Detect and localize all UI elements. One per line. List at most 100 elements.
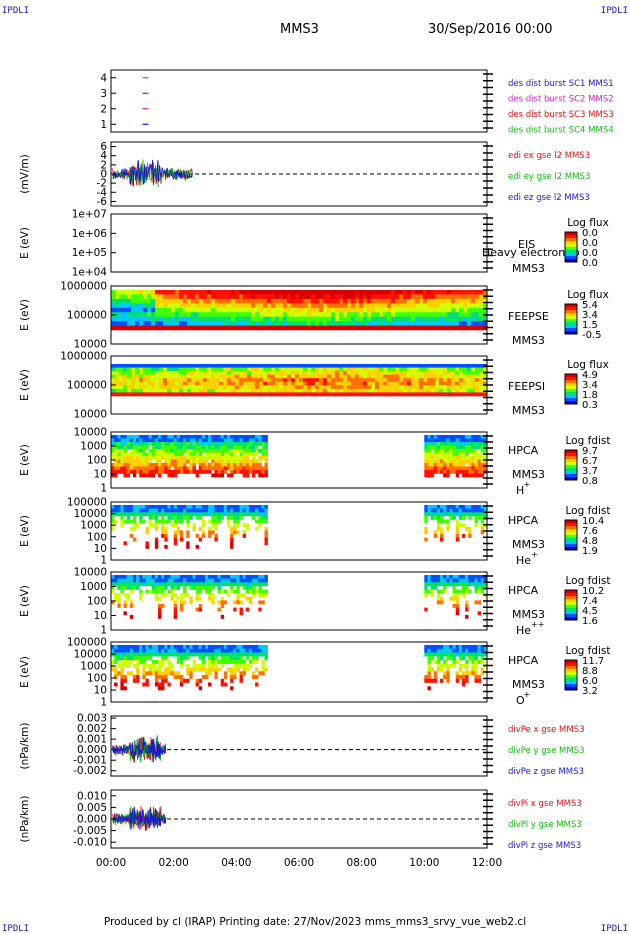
- colorbar-segment: [565, 548, 577, 551]
- colorbar-frame: [564, 589, 578, 621]
- colorbar-segment: [565, 602, 577, 604]
- colorbar-segment: [565, 316, 577, 318]
- spectrogram-hpca_o: [111, 645, 488, 691]
- colorbar-segment: [565, 451, 577, 454]
- colorbar-segment: [565, 453, 577, 455]
- colorbar-tick: 11.7: [582, 656, 604, 667]
- colorbar-segment: [565, 398, 577, 400]
- colorbar-segment: [565, 383, 577, 385]
- x-tick-label: 08:00: [347, 857, 377, 869]
- colorbar-title: Log fdist: [566, 575, 611, 587]
- colorbar-segment: [565, 615, 577, 618]
- spacecraft-label: MMS3: [512, 678, 545, 691]
- colorbar-segment: [565, 259, 577, 261]
- colorbar-segment: [565, 661, 577, 664]
- colorbar-segment: [565, 472, 577, 475]
- colorbar-segment: [565, 320, 577, 323]
- colorbar-tick: 6.0: [582, 676, 598, 687]
- y-tick-label: 3: [100, 88, 107, 100]
- y-tick-label: 10000: [74, 427, 107, 439]
- colorbar-segment: [565, 530, 577, 533]
- colorbar-tick: 8.8: [582, 666, 598, 677]
- colorbar-frame: [564, 373, 578, 405]
- y-tick-label: 1: [100, 697, 107, 709]
- y-tick-label: 4: [100, 72, 107, 84]
- panel-eis: 1e+07 1e+06 1e+05 1e+04 E (eV) EIS MMS3 Heavy e…: [19, 209, 609, 279]
- instrument-label: EIS: [518, 238, 535, 251]
- colorbar-segment: [565, 469, 577, 472]
- y-axis-label: E (eV): [19, 444, 31, 476]
- colorbar-segment: [565, 478, 577, 481]
- y-tick-label: -0.005: [73, 825, 107, 837]
- colorbar-segment: [565, 332, 577, 335]
- y-tick-label: 1e+07: [72, 209, 107, 221]
- y-tick-label: 10: [94, 685, 107, 697]
- colorbar-tick: 4.5: [582, 606, 598, 617]
- colorbar-segment: [565, 395, 577, 397]
- colorbar-tick: 3.2: [582, 686, 598, 697]
- spacecraft-label: MMS3: [512, 538, 545, 551]
- colorbar-segment: [565, 684, 577, 686]
- colorbar-segment: [565, 307, 577, 309]
- spacecraft-label: MMS3: [512, 262, 545, 275]
- colorbar-tick: 7.4: [582, 596, 598, 607]
- species-label: O: [516, 694, 525, 707]
- colorbar-segment: [565, 669, 577, 671]
- y-tick-label: 100000: [67, 310, 107, 322]
- colorbar-segment: [565, 614, 577, 616]
- y-tick-label: 10000: [74, 339, 107, 351]
- panel-feeps_i: 1000000 100000 10000 E (eV) FEEPSI MMS3 Log fl…: [19, 351, 609, 421]
- colorbar-segment: [565, 475, 577, 478]
- colorbar-segment: [565, 545, 577, 548]
- colorbar-segment: [565, 538, 577, 540]
- x-axis: 00:00 02:00 04:00 06:00 08:00 10:00 12:00: [96, 857, 502, 869]
- colorbar-segment: [565, 239, 577, 242]
- y-tick-label: 10000: [74, 508, 107, 520]
- colorbar-tick: 6.7: [582, 456, 598, 467]
- y-tick-label: 10: [94, 543, 107, 555]
- colorbar-segment: [565, 310, 577, 312]
- legend-entry-3: des dist burst SC4 MMS4: [508, 126, 614, 136]
- colorbar-segment: [565, 594, 577, 597]
- corner-label-bottom-left: IPDLI: [2, 924, 30, 934]
- y-tick-label: 1e+06: [72, 228, 108, 240]
- colorbar-title: Log fdist: [566, 645, 611, 657]
- species-label: H: [516, 484, 524, 497]
- colorbar-segment: [565, 532, 577, 534]
- charge-label: +: [524, 480, 531, 489]
- y-tick-label: 0.003: [77, 713, 107, 725]
- colorbar-segment: [565, 326, 577, 329]
- date-title: 30/Sep/2016 00:00: [428, 22, 553, 37]
- colorbar-segment: [565, 236, 577, 239]
- colorbar-segment: [565, 670, 577, 673]
- colorbar-segment: [565, 524, 577, 527]
- colorbar-tick: 5.4: [582, 300, 598, 311]
- y-axis-label: (mV/m): [19, 154, 31, 193]
- colorbar-segment: [565, 664, 577, 667]
- y-tick-label: 100: [87, 596, 107, 608]
- y-tick-label: -6: [97, 196, 108, 208]
- colorbar-tick: 4.9: [582, 370, 598, 381]
- colorbar-segment: [565, 389, 577, 391]
- y-tick-label: 1e+04: [72, 267, 108, 279]
- y-axis-label: E (eV): [19, 656, 31, 688]
- colorbar-segment: [565, 393, 577, 396]
- y-tick-label: 100: [87, 455, 107, 467]
- y-tick-label: 1000: [80, 581, 107, 593]
- legend-entry-0: edi ex gse l2 MMS3: [508, 151, 590, 161]
- spectrogram-feeps_i: [111, 364, 488, 397]
- colorbar-segment: [565, 617, 577, 619]
- panel-feeps_e: 1000000 100000 10000 E (eV) FEEPSE MMS3 Log fl…: [19, 281, 609, 351]
- colorbar-segment: [565, 380, 577, 382]
- colorbar-segment: [565, 591, 577, 594]
- colorbar-segment: [565, 381, 577, 384]
- colorbar-segment: [565, 314, 577, 317]
- colorbar-segment: [565, 606, 577, 609]
- y-tick-label: 10000: [74, 409, 107, 421]
- colorbar-segment: [565, 596, 577, 598]
- colorbar-segment: [565, 521, 577, 524]
